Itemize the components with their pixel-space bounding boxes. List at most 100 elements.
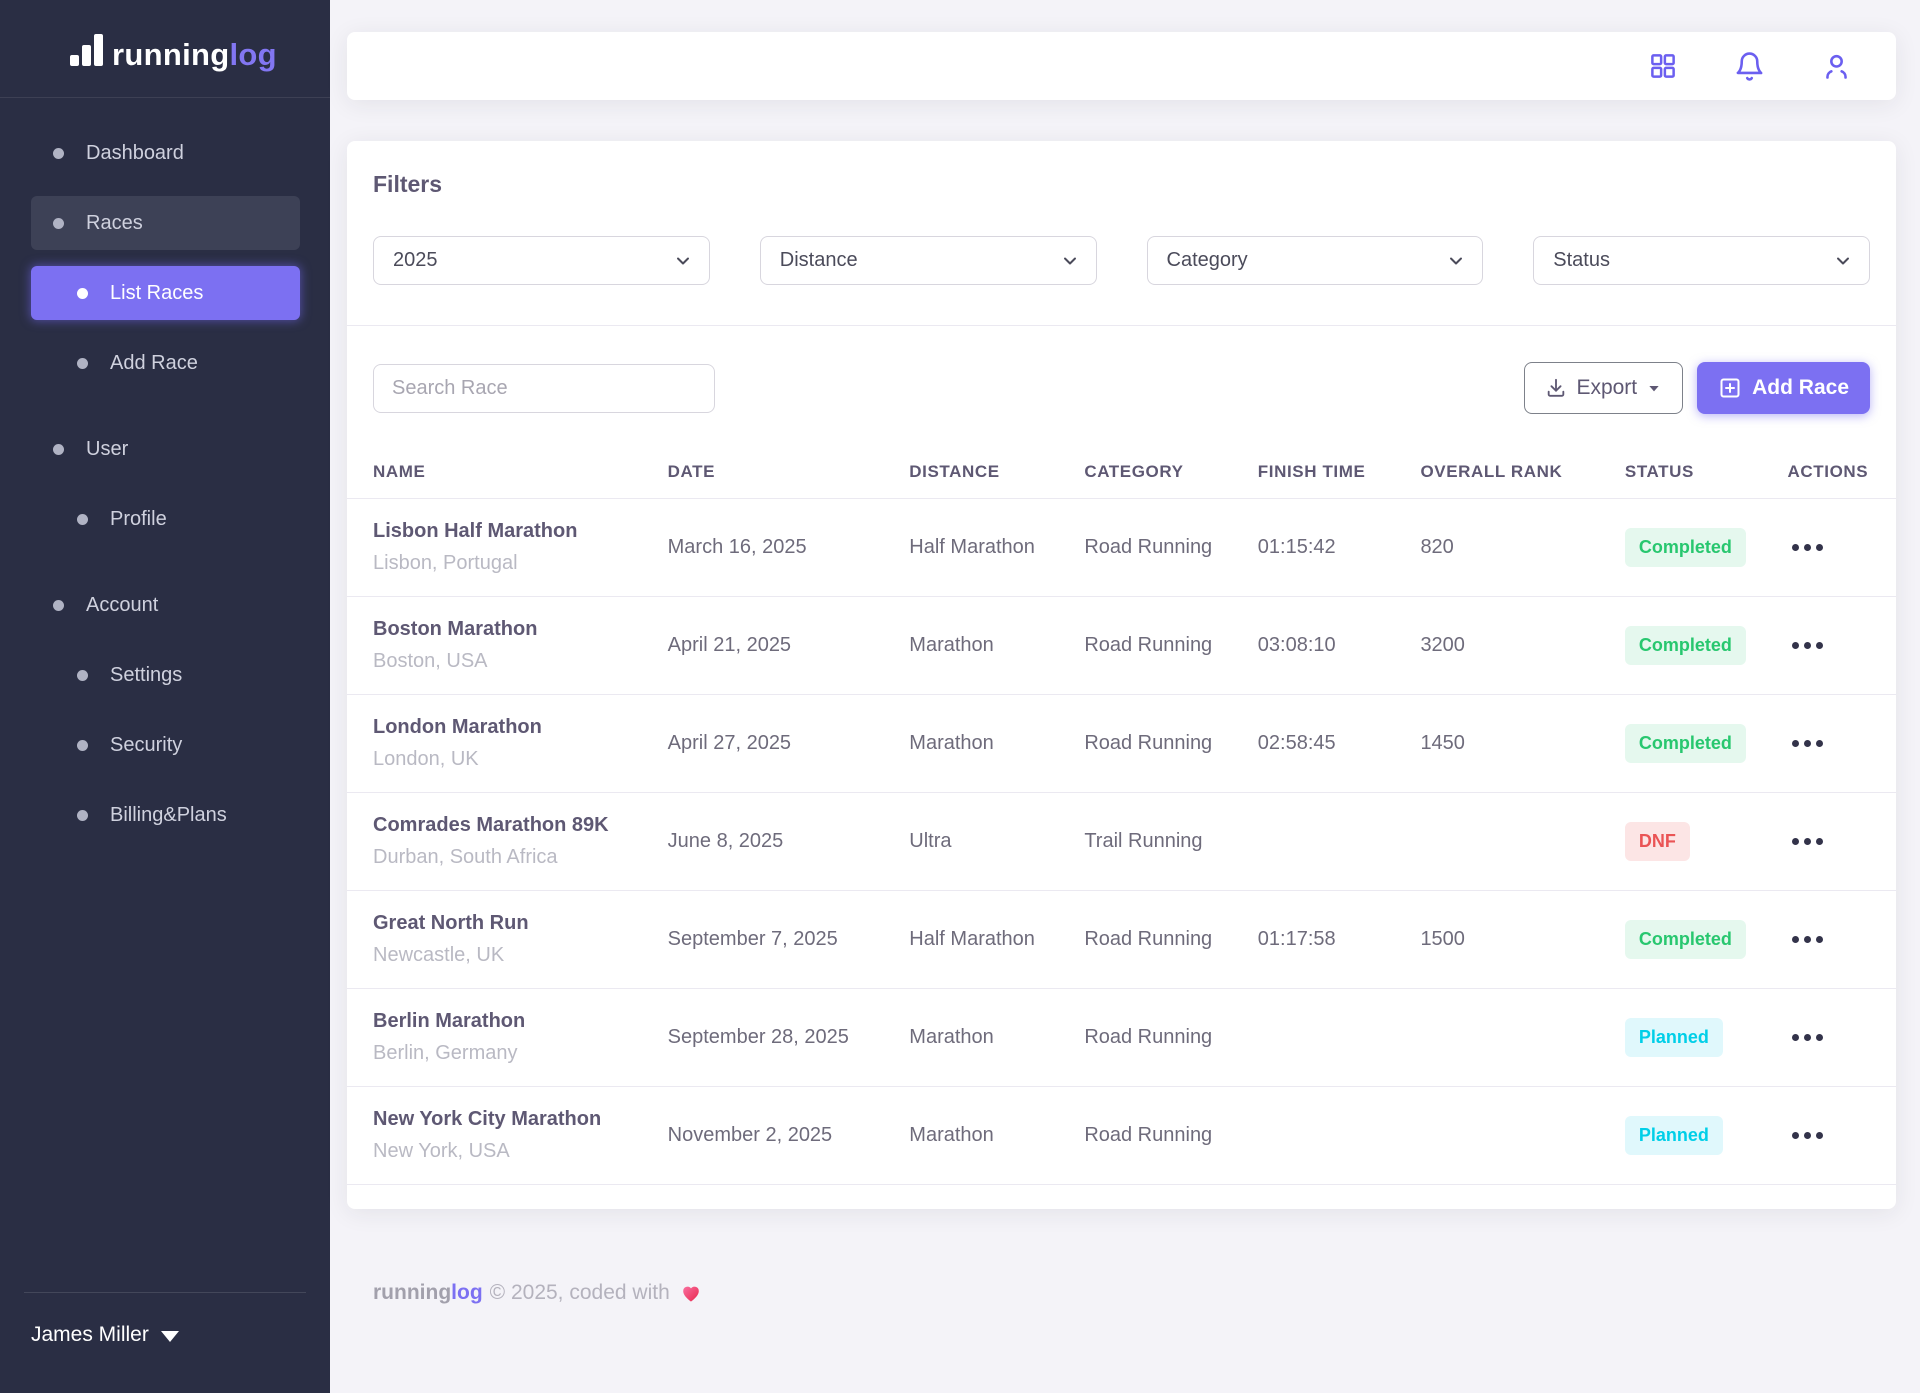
export-button[interactable]: Export: [1524, 362, 1683, 414]
sidebar-item-billing-plans[interactable]: Billing&Plans: [31, 788, 300, 842]
filter-select-category[interactable]: Category: [1147, 236, 1484, 285]
footer-brand-secondary: log: [451, 1281, 483, 1304]
add-race-button[interactable]: Add Race: [1697, 362, 1870, 414]
race-location: Berlin, Germany: [373, 1042, 654, 1065]
column-header-name[interactable]: NAME: [347, 446, 668, 499]
caret-down-icon: [1646, 380, 1662, 396]
column-header-category[interactable]: CATEGORY: [1084, 446, 1257, 499]
add-race-label: Add Race: [1752, 376, 1849, 400]
race-overall-rank: [1420, 793, 1624, 891]
chevron-down-icon: [1060, 251, 1080, 271]
column-header-status[interactable]: STATUS: [1625, 446, 1788, 499]
sidebar-item-label: Races: [86, 212, 143, 235]
profile-button[interactable]: [1821, 51, 1852, 82]
row-actions-button[interactable]: [1788, 1124, 1827, 1147]
column-header-finish-time[interactable]: FINISH TIME: [1258, 446, 1421, 499]
chevron-down-icon: [161, 1331, 179, 1342]
filter-select-year[interactable]: 2025: [373, 236, 710, 285]
race-finish-time: 01:17:58: [1258, 891, 1421, 989]
sidebar-item-label: Profile: [110, 508, 167, 531]
table-toolbar: Export Add Race: [347, 326, 1896, 414]
table-row: London MarathonLondon, UKApril 27, 2025M…: [347, 695, 1896, 793]
race-finish-time: 01:15:42: [1258, 499, 1421, 597]
search-race-input[interactable]: [373, 364, 715, 413]
topbar: [347, 32, 1896, 100]
race-finish-time: 02:58:45: [1258, 695, 1421, 793]
sidebar-item-label: Settings: [110, 664, 182, 687]
sidebar-item-account[interactable]: Account: [31, 578, 300, 632]
grid-icon: [1648, 51, 1678, 81]
races-card: Filters 2025 Distance Category Status: [347, 141, 1896, 1209]
column-header-date[interactable]: DATE: [668, 446, 910, 499]
app-title-primary: running: [112, 37, 229, 72]
status-badge: Planned: [1625, 1018, 1723, 1057]
race-finish-time: 03:08:10: [1258, 597, 1421, 695]
row-actions-button[interactable]: [1788, 536, 1827, 559]
race-category: Road Running: [1084, 597, 1257, 695]
races-table: NAME DATE DISTANCE CATEGORY FINISH TIME …: [347, 446, 1896, 1185]
filter-select-distance[interactable]: Distance: [760, 236, 1097, 285]
race-distance: Marathon: [909, 597, 1084, 695]
footer-brand-primary: running: [373, 1281, 451, 1304]
sidebar-item-label: List Races: [110, 282, 203, 305]
column-header-distance[interactable]: DISTANCE: [909, 446, 1084, 499]
table-row: Boston MarathonBoston, USAApril 21, 2025…: [347, 597, 1896, 695]
race-category: Road Running: [1084, 499, 1257, 597]
apps-grid-button[interactable]: [1648, 51, 1678, 81]
page-footer: runninglog © 2025, coded with: [347, 1209, 1896, 1305]
status-badge: Completed: [1625, 528, 1746, 567]
race-category: Road Running: [1084, 1087, 1257, 1185]
status-badge: Completed: [1625, 920, 1746, 959]
column-header-actions: ACTIONS: [1788, 446, 1896, 499]
sidebar-item-races[interactable]: Races: [31, 196, 300, 250]
race-name: Boston Marathon: [373, 618, 654, 641]
chevron-down-icon: [1833, 251, 1853, 271]
race-name: Berlin Marathon: [373, 1010, 654, 1033]
sidebar-item-add-race[interactable]: Add Race: [31, 336, 300, 390]
user-menu[interactable]: James Miller: [0, 1293, 330, 1347]
race-distance: Marathon: [909, 695, 1084, 793]
race-finish-time: [1258, 989, 1421, 1087]
bullet-icon: [53, 600, 64, 611]
app-title: runninglog: [112, 39, 277, 70]
status-badge: Completed: [1625, 626, 1746, 665]
race-date: September 28, 2025: [668, 989, 910, 1087]
race-finish-time: [1258, 793, 1421, 891]
status-badge: Planned: [1625, 1116, 1723, 1155]
bell-icon: [1734, 51, 1765, 82]
footer-copyright: © 2025, coded with: [490, 1281, 670, 1305]
row-actions-button[interactable]: [1788, 732, 1827, 755]
sidebar-item-profile[interactable]: Profile: [31, 492, 300, 546]
sidebar-item-user[interactable]: User: [31, 422, 300, 476]
bullet-icon: [53, 218, 64, 229]
row-actions-button[interactable]: [1788, 634, 1827, 657]
table-row: Great North RunNewcastle, UKSeptember 7,…: [347, 891, 1896, 989]
sidebar-item-dashboard[interactable]: Dashboard: [31, 126, 300, 180]
race-distance: Marathon: [909, 989, 1084, 1087]
download-icon: [1545, 377, 1567, 399]
sidebar-item-settings[interactable]: Settings: [31, 648, 300, 702]
race-date: November 2, 2025: [668, 1087, 910, 1185]
race-overall-rank: 3200: [1420, 597, 1624, 695]
sidebar-item-label: Security: [110, 734, 182, 757]
race-name: London Marathon: [373, 716, 654, 739]
sidebar-item-security[interactable]: Security: [31, 718, 300, 772]
row-actions-button[interactable]: [1788, 830, 1827, 853]
race-category: Road Running: [1084, 989, 1257, 1087]
row-actions-button[interactable]: [1788, 1026, 1827, 1049]
select-value: Status: [1553, 249, 1610, 272]
notifications-button[interactable]: [1734, 51, 1765, 82]
sidebar: runninglog Dashboard Races List Races Add R…: [0, 0, 330, 1393]
filter-select-status[interactable]: Status: [1533, 236, 1870, 285]
race-location: Newcastle, UK: [373, 944, 654, 967]
sidebar-nav: Dashboard Races List Races Add Race User Prof…: [0, 98, 330, 1292]
export-label: Export: [1576, 376, 1637, 400]
row-actions-button[interactable]: [1788, 928, 1827, 951]
sidebar-item-list-races[interactable]: List Races: [31, 266, 300, 320]
race-location: Boston, USA: [373, 650, 654, 673]
bullet-icon: [53, 444, 64, 455]
user-name: James Miller: [31, 1323, 149, 1347]
column-header-overall-rank[interactable]: OVERALL RANK: [1420, 446, 1624, 499]
race-date: June 8, 2025: [668, 793, 910, 891]
filters-row: 2025 Distance Category Status: [373, 236, 1870, 285]
